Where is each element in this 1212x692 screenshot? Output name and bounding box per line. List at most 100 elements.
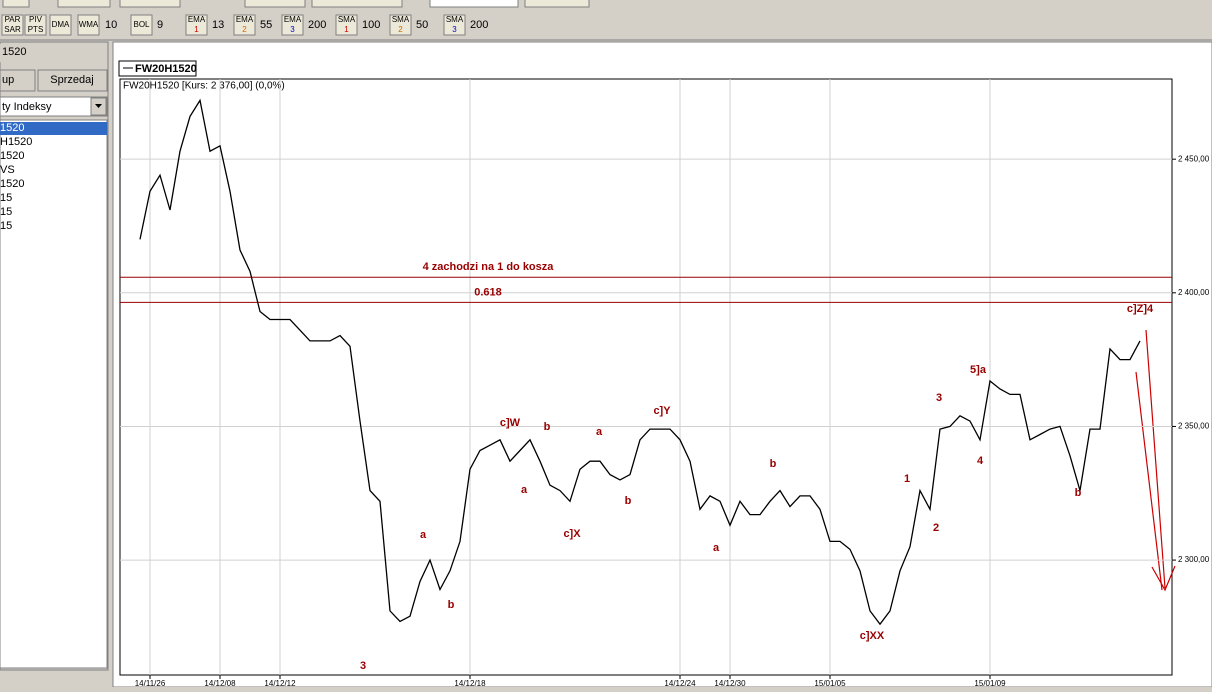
toolbar-button-label[interactable]: SMA	[392, 15, 410, 24]
toolbar-field-value[interactable]: 50	[416, 19, 428, 31]
toolbar-button[interactable]	[130, 14, 153, 36]
wave-label: 4	[977, 455, 984, 467]
list-item[interactable]: 15	[0, 192, 12, 204]
x-tick-label: 15/01/09	[974, 679, 1006, 687]
toolbar-button[interactable]	[24, 14, 47, 36]
toolbar-button[interactable]	[1, 14, 24, 36]
toolbar-button-sub[interactable]: 2	[398, 25, 403, 34]
level-label: 0.618	[474, 286, 502, 298]
chart-info: FW20H1520 [Kurs: 2 376,00] (0,0%)	[123, 81, 285, 92]
toolbar-field[interactable]	[414, 15, 436, 35]
dropdown[interactable]	[0, 96, 108, 117]
dropdown-value[interactable]: ty Indeksy	[2, 101, 52, 113]
toolbar-button-label[interactable]: SMA	[338, 15, 356, 24]
plot-area	[119, 78, 1173, 676]
side-button-label[interactable]: Sprzedaj	[50, 74, 93, 86]
toolbar-button-sub[interactable]: SAR	[4, 25, 21, 34]
toolbar-button[interactable]	[335, 14, 358, 36]
toolbar-button-label[interactable]: SMA	[446, 15, 464, 24]
toolbar-field[interactable]	[360, 15, 382, 35]
toolbar-button[interactable]	[77, 14, 100, 36]
toolbar-button-sub[interactable]: 1	[344, 25, 349, 34]
toolbar-button[interactable]	[281, 14, 304, 36]
wave-label: c]XX	[860, 630, 885, 642]
wave-label: 3	[360, 660, 366, 672]
toolbar-field[interactable]	[155, 15, 177, 35]
toolbar-field[interactable]	[210, 15, 232, 35]
wave-label: 1	[904, 473, 910, 485]
wave-label: b	[1075, 487, 1082, 499]
wave-label: a	[596, 426, 603, 438]
dropdown-arrow-icon	[95, 104, 102, 108]
wave-label: a	[420, 529, 427, 541]
toolbar-top-icons	[2, 0, 590, 8]
x-tick-label: 14/12/08	[204, 679, 236, 687]
toolbar-button-label[interactable]: PIV	[29, 15, 43, 24]
list-item[interactable]: 15	[0, 220, 12, 232]
wave-label: a	[713, 542, 720, 554]
list-item[interactable]: VS	[0, 164, 15, 176]
list-item[interactable]: 1520	[0, 150, 24, 162]
toolbar-button-label[interactable]: PAR	[5, 15, 21, 24]
wave-label: c]W	[500, 417, 521, 429]
toolbar-field[interactable]	[468, 15, 490, 35]
toolbar-button-label[interactable]: BOL	[133, 20, 150, 29]
toolbar-field[interactable]	[306, 15, 328, 35]
list-item[interactable]: 1520	[0, 122, 24, 134]
toolbar-button-sub[interactable]: PTS	[28, 25, 44, 34]
wave-label: b	[770, 458, 777, 470]
y-tick-label: 2 350,00	[1178, 422, 1210, 431]
legend-box	[118, 60, 197, 77]
x-tick-label: 14/12/24	[664, 679, 696, 687]
toolbar-button[interactable]	[233, 14, 256, 36]
list-item[interactable]: H1520	[0, 136, 32, 148]
y-tick-label: 2 300,00	[1178, 555, 1210, 564]
wave-label: c]X	[563, 528, 581, 540]
x-tick-label: 14/11/26	[135, 679, 166, 687]
toolbar-field-value[interactable]: 100	[362, 19, 380, 31]
instrument-list	[0, 119, 108, 669]
toolbar-button[interactable]	[49, 14, 72, 36]
toolbar-field-value[interactable]: 10	[105, 19, 117, 31]
wave-label: b	[625, 495, 632, 507]
toolbar-button-label[interactable]: EMA	[188, 15, 206, 24]
toolbar-button[interactable]	[185, 14, 208, 36]
toolbar-field-value[interactable]: 200	[308, 19, 326, 31]
wave-label: 5]a	[970, 364, 987, 376]
level-label: 4 zachodzi na 1 do kosza	[423, 261, 555, 273]
toolbar-button[interactable]	[389, 14, 412, 36]
toolbar-field-value[interactable]: 9	[157, 19, 163, 31]
side-button[interactable]	[37, 69, 108, 92]
toolbar-button-sub[interactable]: 1	[194, 25, 199, 34]
toolbar-field[interactable]	[258, 15, 280, 35]
toolbar-button-sub[interactable]: 3	[452, 25, 457, 34]
toolbar-button-label[interactable]: EMA	[284, 15, 302, 24]
wave-label: 3	[936, 392, 942, 404]
toolbar-button-sub[interactable]: 2	[242, 25, 247, 34]
side-panel-title: 1520	[2, 46, 26, 58]
toolbar-field-value[interactable]: 200	[470, 19, 488, 31]
toolbar-button-label[interactable]: EMA	[236, 15, 254, 24]
toolbar-button-label[interactable]: DMA	[52, 20, 70, 29]
x-tick-label: 14/12/12	[264, 679, 296, 687]
list-item[interactable]: 1520	[0, 178, 24, 190]
toolbar-button-sub[interactable]: 3	[290, 25, 295, 34]
price-line	[139, 98, 1141, 626]
list-item[interactable]: 15	[0, 206, 12, 218]
side-button-label[interactable]: up	[2, 74, 14, 86]
toolbar-field-value[interactable]: 55	[260, 19, 272, 31]
wave-label: c]Z]4	[1127, 303, 1154, 315]
wave-label: b	[544, 421, 551, 433]
side-button[interactable]	[0, 69, 36, 92]
toolbar-top	[0, 0, 1212, 10]
side-panel-header	[0, 44, 107, 62]
toolbar-field-value[interactable]: 13	[212, 19, 224, 31]
wave-label: b	[448, 599, 455, 611]
toolbar-button-label[interactable]: WMA	[79, 20, 99, 29]
toolbar-button[interactable]	[443, 14, 466, 36]
toolbar-field[interactable]	[103, 15, 125, 35]
wave-label: 2	[933, 522, 939, 534]
wave-label: a	[521, 484, 528, 496]
